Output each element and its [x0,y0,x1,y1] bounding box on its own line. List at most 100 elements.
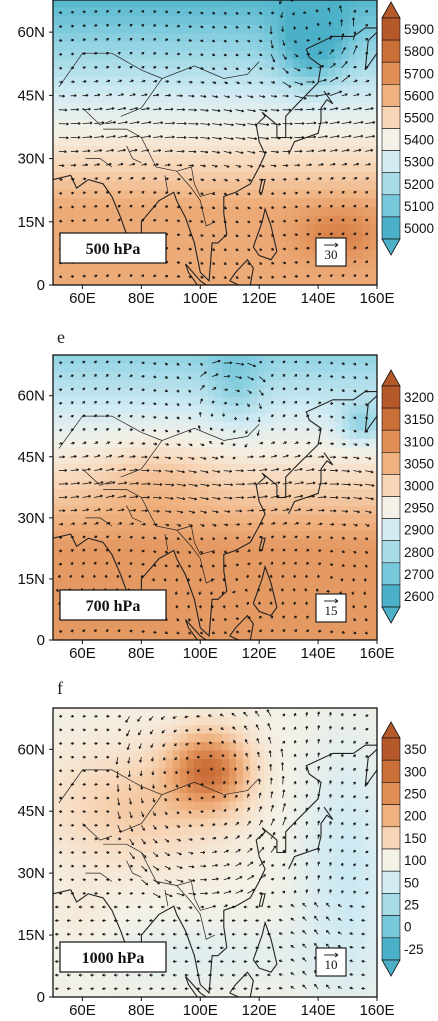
shade-cell [159,207,167,216]
shade-cell [109,802,117,811]
shade-cell [109,430,117,439]
shade-cell [278,33,286,42]
shade-cell [67,414,75,423]
shade-cell [285,615,293,624]
shade-cell [321,514,329,523]
shade-cell [53,77,61,86]
shade-cell [349,224,357,233]
shade-cell [194,16,202,25]
shade-cell [321,556,329,565]
shade-cell [145,895,153,904]
shade-cell [187,372,195,381]
shade-cell [130,363,138,372]
shade-cell [116,0,124,8]
shade-cell [67,759,75,768]
shade-cell [67,802,75,811]
shade-cell [109,138,117,147]
shade-cell [53,556,61,565]
shade-cell [356,506,364,515]
shade-cell [109,531,117,540]
shade-cell [130,190,138,199]
shade-cell [187,456,195,465]
shade-cell [109,120,117,129]
shade-cell [81,989,89,998]
shade-cell [116,623,124,632]
shade-cell [356,94,364,103]
shade-cell [257,632,265,641]
shade-cell [123,414,131,423]
shade-cell [159,447,167,456]
shade-cell [264,59,272,68]
shade-cell [166,42,174,51]
shade-cell [187,51,195,60]
shade-cell [194,556,202,565]
shade-cell [102,802,110,811]
shade-cell [215,224,223,233]
shade-cell [173,827,181,836]
shade-cell [180,389,188,398]
shade-cell [138,708,146,717]
shade-cell [356,276,364,285]
shade-cell [250,259,258,268]
shade-cell [300,632,308,641]
shade-cell [300,155,308,164]
colorbar-label: 5300 [404,155,434,170]
shade-cell [335,531,343,540]
shade-cell [243,355,251,364]
shade-cell [53,489,61,498]
shade-cell [222,111,230,120]
shade-cell [67,844,75,853]
shade-cell [88,207,96,216]
shade-cell [67,717,75,726]
shade-cell [356,632,364,641]
shade-cell [145,447,153,456]
shade-cell [342,439,350,448]
shade-cell [145,363,153,372]
shade-cell [285,430,293,439]
shade-cell [74,742,82,751]
shade-cell [130,565,138,574]
shade-cell [159,372,167,381]
shade-cell [222,216,230,225]
shade-cell [187,606,195,615]
shade-cell [285,363,293,372]
shade-cell [123,548,131,557]
shade-cell [300,164,308,173]
shade-cell [236,250,244,259]
shade-cell [53,7,61,16]
shade-cell [342,59,350,68]
shade-cell [363,606,371,615]
shade-cell [215,414,223,423]
shade-cell [116,734,124,743]
shade-cell [116,632,124,641]
shade-cell [159,414,167,423]
shade-cell [53,447,61,456]
shade-cell [102,380,110,389]
shade-cell [74,216,82,225]
shade-cell [130,276,138,285]
shade-cell [300,389,308,398]
shade-cell [180,372,188,381]
shade-cell [159,708,167,717]
shade-cell [159,827,167,836]
shade-cell [109,836,117,845]
shade-cell [243,531,251,540]
shade-cell [166,725,174,734]
shade-cell [67,819,75,828]
shade-cell [321,355,329,364]
shade-cell [74,0,82,8]
shade-cell [145,581,153,590]
level-label: 500 hPa [86,241,141,258]
x-tick-label: 100E [183,290,218,307]
shade-cell [109,355,117,364]
shade-cell [257,0,265,8]
shade-cell [194,198,202,207]
shade-cell [243,598,251,607]
shade-cell [307,565,315,574]
shade-cell [130,921,138,930]
shade-cell [123,181,131,190]
colorbar-bottom-triangle [382,607,400,623]
shade-cell [229,242,237,251]
shade-cell [236,389,244,398]
